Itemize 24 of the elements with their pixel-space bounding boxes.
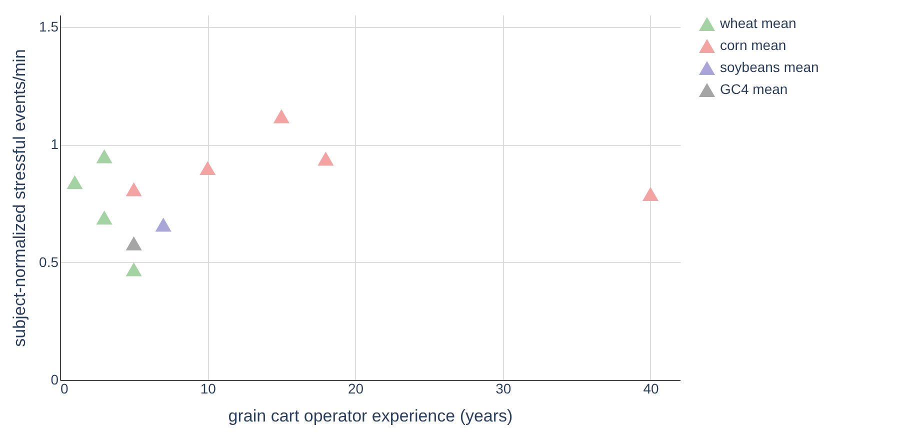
legend-label: corn mean [720,37,786,53]
point [96,149,112,164]
y-tick-label: 0.5 [39,254,59,270]
x-tick-label: 20 [348,380,364,396]
point [318,152,334,166]
point [273,109,290,124]
point [200,161,216,176]
x-tick-label: 10 [200,380,216,396]
legend-label: wheat mean [719,15,796,31]
point [126,236,142,250]
y-tick-label: 1 [50,136,59,152]
y-tick-label: 1.5 [39,18,59,34]
point [126,262,142,276]
legend-label: GC4 mean [720,81,788,97]
y-axis-title: subject-normalized stressful events/min [10,49,30,347]
point [96,210,112,224]
x-tick-label: 40 [643,380,659,396]
point [66,175,83,190]
point [126,182,142,196]
point [642,186,659,201]
legend-label: soybeans mean [720,59,819,75]
point [155,218,172,232]
x-axis-title: grain cart operator experience (years) [228,406,513,426]
x-tick-label: 30 [496,380,512,396]
